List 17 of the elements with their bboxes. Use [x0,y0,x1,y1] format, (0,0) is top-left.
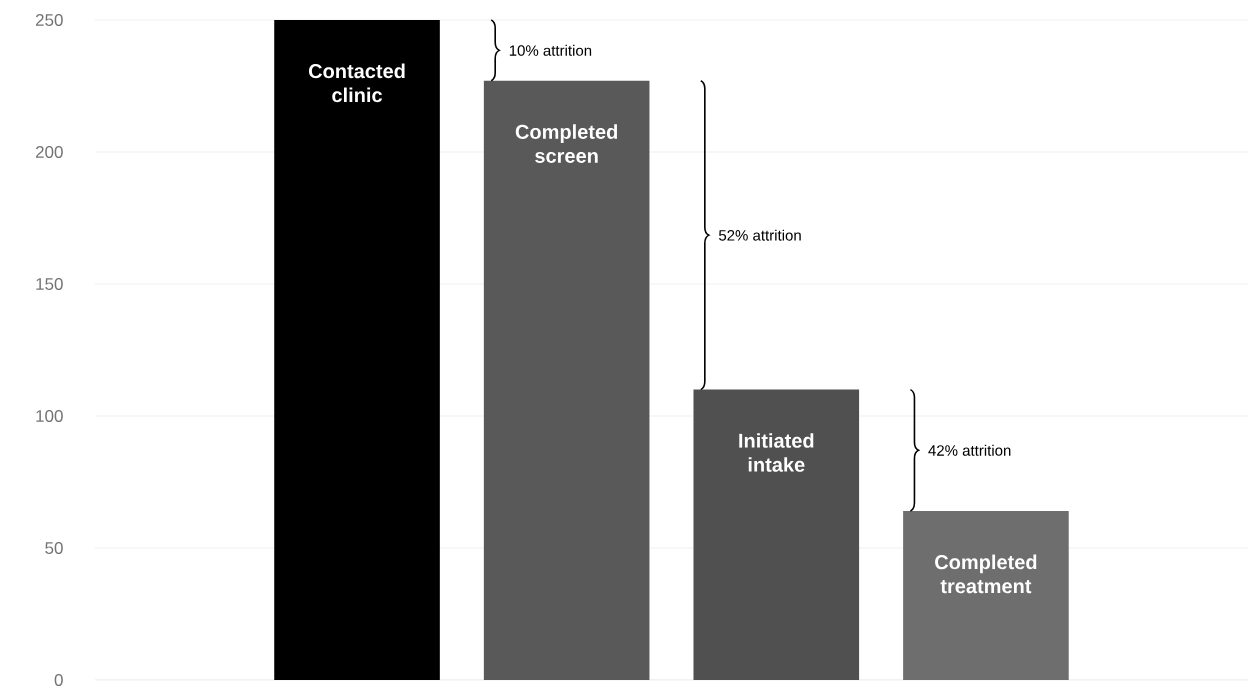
annotation: 52% attrition [718,229,801,241]
y-tick-label: 100 [36,409,63,423]
x-tick-label: Completed screen [515,124,618,163]
annotation: 42% attrition [928,444,1011,456]
x-tick-label: Initiated intake [739,433,814,472]
bar [903,511,1069,680]
bar [274,19,440,680]
y-tick-label: 200 [35,145,63,159]
y-tick-label: 0 [54,673,63,687]
x-tick-label: Contacted clinic [308,63,405,103]
bar [693,389,860,680]
annotation: 10% attrition [509,44,592,56]
y-tick-label: 150 [36,277,63,291]
y-tick-label: 250 [35,13,63,27]
y-tick-label: 50 [45,541,63,555]
x-tick-label: Completed treatment [935,554,1037,594]
bar [483,80,650,680]
